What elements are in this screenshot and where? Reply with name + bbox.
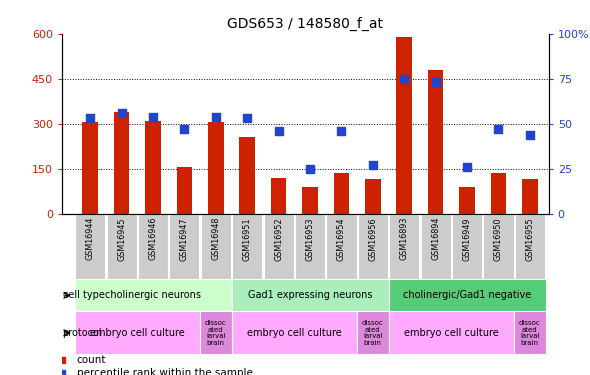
Text: percentile rank within the sample: percentile rank within the sample: [77, 368, 253, 375]
Bar: [74, 311, 200, 354]
Bar: [231, 279, 389, 311]
Point: [117, 110, 126, 116]
Bar: [522, 179, 537, 214]
Text: GSM16894: GSM16894: [431, 217, 440, 260]
Bar: [201, 214, 231, 279]
Bar: [200, 311, 231, 354]
Bar: [389, 214, 419, 279]
Bar: [107, 214, 137, 279]
Bar: [491, 173, 506, 214]
Text: Gad1 expressing neurons: Gad1 expressing neurons: [248, 290, 372, 300]
Bar: [145, 121, 161, 214]
Text: cholinergic/Gad1 negative: cholinergic/Gad1 negative: [403, 290, 531, 300]
Bar: [74, 279, 231, 311]
Bar: [365, 179, 381, 214]
Text: GSM16944: GSM16944: [86, 217, 95, 260]
Text: GSM16948: GSM16948: [211, 217, 220, 260]
Bar: [138, 214, 168, 279]
Text: dissoc
ated
larval
brain: dissoc ated larval brain: [205, 320, 227, 346]
Text: GSM16953: GSM16953: [306, 217, 314, 261]
Bar: [389, 279, 546, 311]
Text: embryo cell culture: embryo cell culture: [404, 328, 499, 338]
Text: GSM16947: GSM16947: [180, 217, 189, 261]
Text: embryo cell culture: embryo cell culture: [90, 328, 185, 338]
Bar: [231, 311, 357, 354]
Bar: [232, 214, 263, 279]
Bar: [114, 112, 129, 214]
Text: GSM16956: GSM16956: [368, 217, 378, 261]
Text: cell type: cell type: [63, 290, 104, 300]
Bar: [389, 311, 514, 354]
Bar: [75, 214, 105, 279]
Text: GSM16952: GSM16952: [274, 217, 283, 261]
Point: [242, 116, 252, 122]
Point: [211, 114, 221, 120]
Point: [274, 128, 283, 134]
Bar: [514, 311, 546, 354]
Point: [86, 116, 95, 122]
Text: count: count: [77, 356, 106, 366]
Bar: [459, 187, 475, 214]
Point: [431, 80, 440, 86]
Bar: [358, 214, 388, 279]
Bar: [333, 173, 349, 214]
Text: GSM16946: GSM16946: [149, 217, 158, 260]
Bar: [295, 214, 325, 279]
Bar: [428, 70, 444, 214]
Point: [337, 128, 346, 134]
Point: [180, 126, 189, 132]
Title: GDS653 / 148580_f_at: GDS653 / 148580_f_at: [227, 17, 384, 32]
Point: [305, 166, 314, 172]
Bar: [357, 311, 389, 354]
Point: [525, 132, 535, 138]
Bar: [421, 214, 451, 279]
Bar: [264, 214, 294, 279]
Point: [463, 164, 472, 170]
Text: dissoc
ated
larval
brain: dissoc ated larval brain: [362, 320, 384, 346]
Point: [148, 114, 158, 120]
Bar: [83, 122, 98, 214]
Bar: [483, 214, 513, 279]
Text: GSM16893: GSM16893: [400, 217, 409, 260]
Text: dissoc
ated
larval
brain: dissoc ated larval brain: [519, 320, 540, 346]
Text: GSM16955: GSM16955: [525, 217, 535, 261]
Text: GSM16945: GSM16945: [117, 217, 126, 261]
Bar: [176, 167, 192, 214]
Text: GSM16954: GSM16954: [337, 217, 346, 261]
Text: protocol: protocol: [63, 328, 102, 338]
Bar: [452, 214, 482, 279]
Text: embryo cell culture: embryo cell culture: [247, 328, 342, 338]
Bar: [515, 214, 545, 279]
Point: [399, 76, 409, 82]
Text: GSM16949: GSM16949: [463, 217, 471, 261]
Bar: [396, 37, 412, 214]
Text: GSM16951: GSM16951: [242, 217, 252, 261]
Bar: [271, 178, 287, 214]
Point: [494, 126, 503, 132]
Text: cholinergic neurons: cholinergic neurons: [105, 290, 201, 300]
Bar: [208, 122, 224, 214]
Bar: [169, 214, 199, 279]
Bar: [240, 137, 255, 214]
Bar: [326, 214, 356, 279]
Text: GSM16950: GSM16950: [494, 217, 503, 261]
Bar: [302, 187, 318, 214]
Point: [368, 162, 378, 168]
